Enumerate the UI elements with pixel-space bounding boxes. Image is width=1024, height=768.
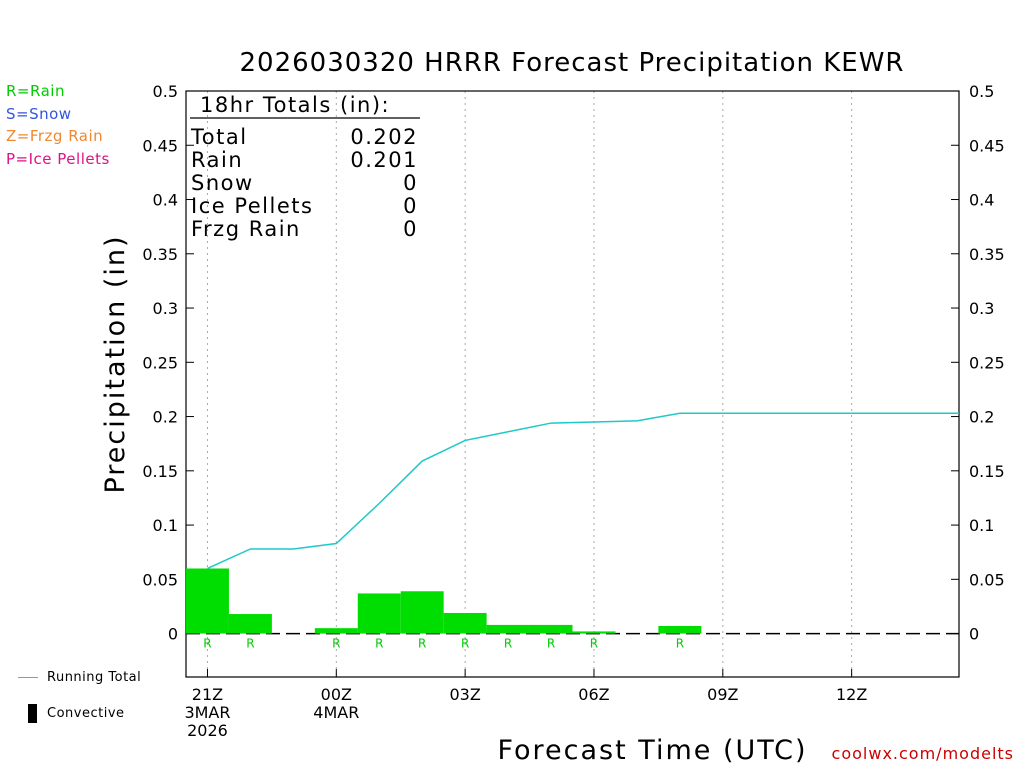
precip-bar: [400, 591, 444, 634]
x-tick-label: 06Z: [578, 685, 609, 704]
precip-bar: [314, 628, 358, 634]
x-tick-label: 2026: [187, 721, 228, 740]
totals-label: Snow: [191, 171, 254, 195]
y-tick-label-right: 0.25: [969, 353, 1005, 372]
running-total-line: [207, 412, 959, 570]
rain-marker: R: [418, 637, 426, 651]
totals-value: 0: [403, 171, 418, 195]
totals-label: Frzg Rain: [191, 217, 301, 241]
totals-label: Total: [190, 125, 248, 149]
precip-bar: [486, 624, 530, 634]
precip-bar: [658, 625, 702, 634]
rain-marker: R: [590, 637, 598, 651]
x-tick-label: 00Z: [321, 685, 352, 704]
legend-convective: Convective: [47, 706, 125, 721]
legend-snow-type: S=Snow: [6, 105, 72, 123]
x-tick-label: 4MAR: [313, 703, 359, 722]
running-total-swatch: [18, 677, 38, 678]
rain-marker: R: [332, 637, 340, 651]
totals-value: 0.201: [350, 148, 418, 172]
y-tick-label-right: 0.15: [969, 462, 1005, 481]
totals-value: 0: [403, 194, 418, 218]
precip-bar: [186, 568, 229, 634]
precip-bar: [228, 614, 272, 634]
y-tick-label-left: 0.45: [142, 136, 178, 155]
legend-rain-type: R=Rain: [6, 82, 65, 100]
totals-label: Rain: [191, 148, 243, 172]
y-axis-title: Precipitation (in): [100, 234, 131, 493]
y-tick-label-right: 0: [969, 625, 979, 644]
totals-label: Ice Pellets: [191, 194, 313, 218]
plot-frame: [185, 90, 960, 678]
chart-title: 2026030320 HRRR Forecast Precipitation K…: [239, 48, 905, 78]
rain-marker: R: [504, 637, 512, 651]
y-tick-label-left: 0: [168, 625, 178, 644]
convective-swatch: [28, 704, 37, 723]
y-tick-label-left: 0.1: [153, 516, 178, 535]
y-tick-label-right: 0.35: [969, 245, 1005, 264]
rain-marker: R: [375, 637, 383, 651]
precip-bar: [572, 631, 616, 634]
y-tick-label-left: 0.4: [153, 191, 178, 210]
rain-marker: R: [676, 637, 684, 651]
y-tick-label-right: 0.5: [969, 82, 994, 101]
x-tick-label: 09Z: [707, 685, 738, 704]
x-axis-title: Forecast Time (UTC): [497, 735, 807, 766]
y-tick-label-left: 0.15: [142, 462, 178, 481]
legend-ice-pellets-type: P=Ice Pellets: [6, 150, 110, 168]
y-tick-label-right: 0.1: [969, 516, 994, 535]
y-tick-label-left: 0.35: [142, 245, 178, 264]
x-tick-label: 21Z: [192, 685, 223, 704]
y-tick-label-left: 0.5: [153, 82, 178, 101]
rain-marker: R: [461, 637, 469, 651]
y-tick-label-right: 0.2: [969, 408, 994, 427]
legend-frzg-rain-type: Z=Frzg Rain: [6, 127, 104, 145]
source-credit: coolwx.com/modelts: [831, 744, 1014, 763]
y-tick-label-right: 0.45: [969, 136, 1005, 155]
x-tick-label: 03Z: [449, 685, 480, 704]
totals-header: 18hr Totals (in):: [200, 93, 390, 117]
totals-value: 0: [403, 217, 418, 241]
legend-running-total: Running Total: [47, 670, 142, 685]
y-tick-label-left: 0.05: [142, 570, 178, 589]
rain-marker: R: [547, 637, 555, 651]
x-tick-label: 12Z: [836, 685, 867, 704]
y-tick-label-right: 0.05: [969, 570, 1005, 589]
rain-marker: R: [246, 637, 254, 651]
precip-bar: [357, 593, 401, 634]
y-tick-label-left: 0.25: [142, 353, 178, 372]
x-tick-label: 3MAR: [184, 703, 230, 722]
y-tick-label-right: 0.3: [969, 299, 994, 318]
rain-marker: R: [203, 637, 211, 651]
precip-bar: [529, 624, 573, 634]
y-tick-label-left: 0.2: [153, 408, 178, 427]
y-tick-label-right: 0.4: [969, 191, 994, 210]
totals-value: 0.202: [350, 125, 418, 149]
y-tick-label-left: 0.3: [153, 299, 178, 318]
precip-bar: [443, 612, 487, 634]
